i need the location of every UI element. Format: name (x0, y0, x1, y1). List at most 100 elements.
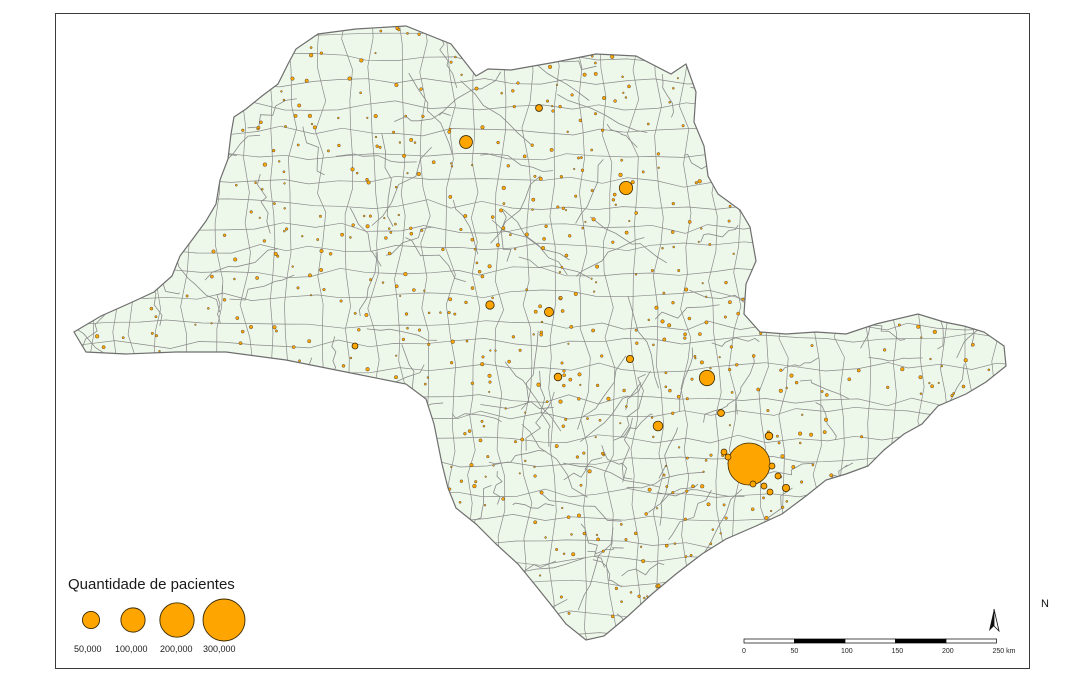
municipality-dot (282, 98, 286, 102)
municipality-dot (634, 328, 638, 332)
municipality-border (502, 209, 568, 276)
municipality-dot (633, 531, 638, 536)
municipality-dot (355, 171, 359, 175)
municipality-dot (780, 454, 785, 459)
municipality-dot (291, 345, 296, 349)
municipality-dot (766, 408, 770, 413)
legend-symbol (81, 610, 101, 630)
municipality-border (926, 625, 938, 640)
municipality-dot (450, 339, 455, 344)
municipality-dot (634, 211, 638, 215)
municipality-dot (524, 411, 527, 414)
municipality-dot (569, 325, 574, 329)
municipality-dot (730, 391, 734, 394)
municipality-border (335, 153, 417, 163)
municipality-border (779, 75, 796, 122)
municipality-dot (741, 297, 745, 301)
municipality-dot (504, 407, 507, 410)
municipality-dot (559, 296, 563, 300)
municipality-dot (671, 411, 675, 415)
municipality-dot (664, 385, 668, 389)
municipality-dot (610, 614, 615, 619)
municipality-dot (470, 237, 475, 242)
municipality-dot (700, 227, 703, 230)
municipality-dot (627, 84, 631, 89)
municipality-border (405, 237, 467, 283)
municipality-dot (547, 64, 553, 69)
municipality-dot (764, 515, 769, 520)
municipality-border (385, 226, 433, 256)
municipality-dot (319, 51, 324, 55)
municipality-border (519, 26, 534, 640)
municipality-dot (487, 264, 492, 269)
municipality-dot (453, 312, 457, 316)
municipality-dot (347, 76, 352, 81)
municipality-dot (694, 181, 698, 185)
municipality-dot (590, 277, 593, 280)
municipality-dot (785, 386, 788, 390)
municipality-border (504, 361, 562, 432)
municipality-border (252, 357, 313, 417)
municipality-dot (481, 355, 485, 359)
municipality-border (758, 462, 815, 477)
city-symbol (749, 480, 757, 488)
scale-bar-segment (945, 638, 997, 644)
municipality-dot (211, 249, 216, 254)
municipality-dot (824, 417, 829, 422)
municipality-border (408, 72, 453, 155)
municipality-dot (711, 528, 715, 531)
municipality-dot (357, 328, 361, 332)
municipality-border (659, 465, 670, 526)
map-frame: 0 50 100 150 200 250 km Quantidade de pacient… (55, 13, 1049, 669)
municipality-dot (291, 265, 294, 268)
municipality-dot (545, 99, 550, 103)
municipality-dot (579, 483, 583, 487)
municipality-dot (369, 278, 373, 282)
municipality-dot (551, 104, 554, 108)
municipality-dot (568, 377, 573, 382)
city-symbol (544, 307, 554, 317)
municipality-dot (593, 71, 598, 76)
municipality-dot (577, 372, 582, 377)
city-symbol (717, 409, 725, 417)
municipality-dot (475, 261, 479, 265)
municipality-dot (963, 358, 968, 363)
municipality-border (480, 401, 554, 410)
municipality-dot (706, 502, 711, 507)
municipality-dot (533, 520, 538, 525)
municipality-dot (602, 96, 606, 100)
municipality-dot (798, 441, 802, 445)
municipality-border (799, 379, 850, 400)
municipality-dot (283, 207, 286, 210)
municipality-dot (656, 507, 659, 510)
municipality-dot (420, 229, 424, 232)
municipality-dot (262, 239, 267, 243)
municipality-dot (394, 82, 399, 88)
municipality-dot (375, 144, 379, 148)
municipality-border (869, 26, 880, 91)
municipality-dot (488, 380, 492, 384)
municipality-dot (454, 55, 457, 59)
municipality-dot (477, 269, 482, 274)
municipality-dot (724, 280, 728, 285)
municipality-border (622, 417, 633, 483)
municipality-dot (417, 32, 421, 36)
municipality-border (74, 186, 148, 204)
municipality-dot (628, 219, 631, 223)
municipality-dot (971, 342, 975, 347)
municipality-dot (699, 360, 704, 365)
municipality-dot (578, 118, 583, 123)
municipality-dot (280, 90, 283, 93)
municipality-dot (539, 332, 543, 337)
municipality-border (548, 26, 560, 640)
municipality-border (74, 342, 83, 401)
municipality-border (923, 586, 946, 637)
municipality-dot (340, 232, 344, 237)
municipality-dot (698, 332, 702, 336)
municipality-border (381, 133, 394, 227)
municipality-border (366, 328, 438, 341)
municipality-dot (593, 290, 596, 293)
municipality-dot (606, 396, 611, 401)
municipality-dot (668, 388, 672, 393)
municipality-dot (296, 286, 300, 290)
